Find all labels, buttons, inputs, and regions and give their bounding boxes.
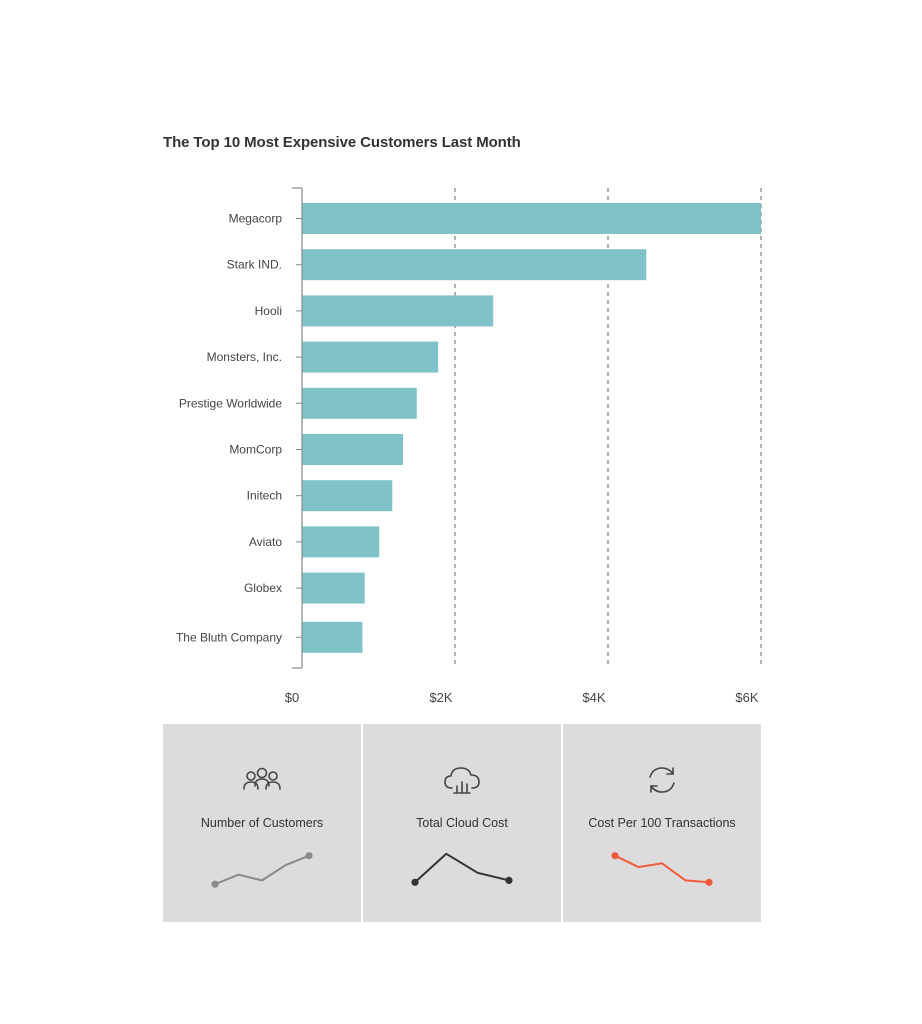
bar [302,572,365,604]
category-label: Megacorp [229,212,283,226]
bar [302,434,403,465]
cloud-chart-icon [444,767,480,794]
trend-point [505,876,513,884]
card-label: Total Cloud Cost [416,816,508,830]
card-number-of-customers[interactable]: Number of Customers [163,724,361,922]
category-label: Stark IND. [227,258,282,272]
trend-sparkline [211,852,313,888]
category-label: MomCorp [229,443,282,457]
bar [302,203,761,234]
category-label: Globex [244,581,282,595]
trend-point [705,878,713,886]
x-tick-label: $6K [735,690,758,705]
category-label: Monsters, Inc. [207,350,282,364]
bar [302,621,363,653]
trend-point [411,878,419,886]
trend-sparkline [611,852,713,886]
bar [302,249,647,281]
card-label: Cost Per 100 Transactions [588,816,736,830]
category-label: Aviato [249,535,282,549]
bar [302,480,393,512]
refresh-icon [649,767,675,793]
category-label: Prestige Worldwide [179,396,282,410]
bar-chart: Megacorp Stark IND. Hooli Monsters, Inc. Pre… [176,187,762,705]
x-tick-label: $2K [429,690,452,705]
trend-sparkline [411,852,513,886]
trend-point [211,880,219,888]
trend-point [611,852,619,860]
bar [302,387,417,419]
trend-line [614,854,710,884]
x-tick-label: $4K [582,690,605,705]
summary-cards: Number of Customers Total Cloud Cost Cos… [163,724,761,922]
bar [302,341,439,373]
category-label: Initech [247,489,282,503]
bar [302,526,380,558]
people-icon [243,767,281,790]
category-label: Hooli [255,304,282,318]
category-label: The Bluth Company [176,630,282,644]
trend-line [214,854,310,886]
trend-line [414,852,510,884]
card-cost-per-100-transactions[interactable]: Cost Per 100 Transactions [561,724,761,922]
card-total-cloud-cost[interactable]: Total Cloud Cost [361,724,561,922]
bar [302,295,494,327]
card-label: Number of Customers [200,816,324,830]
trend-point [305,852,313,860]
chart-title: The Top 10 Most Expensive Customers Last… [163,134,521,151]
x-tick-label: $0 [285,690,299,705]
